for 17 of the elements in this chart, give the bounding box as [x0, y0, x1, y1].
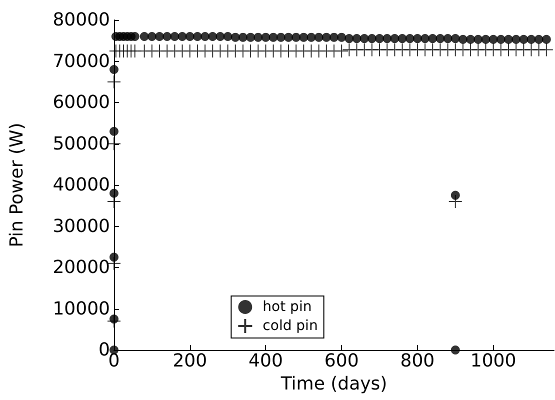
- y-axis-title: Pin Power (W): [6, 122, 28, 248]
- x-tick-label: 200: [172, 350, 208, 372]
- x-tick-label: 400: [248, 350, 283, 372]
- x-axis-title: Time (days): [280, 373, 388, 394]
- x-tick-label: 1000: [470, 350, 516, 372]
- y-tick-label: 60000: [52, 92, 110, 113]
- y-tick-label: 80000: [52, 10, 110, 30]
- y-tick-label: 50000: [52, 133, 110, 154]
- y-tick-label: 70000: [52, 50, 110, 72]
- y-tick-label: 20000: [52, 257, 110, 278]
- legend-label: hot pin: [262, 299, 312, 315]
- x-tick-label: 800: [400, 350, 435, 372]
- x-tick-label: 600: [324, 350, 359, 372]
- y-tick-label: 10000: [52, 298, 110, 320]
- y-tick-label: 30000: [52, 216, 110, 237]
- y-tick-label: 40000: [52, 174, 110, 196]
- legend-label: cold pin: [262, 318, 318, 334]
